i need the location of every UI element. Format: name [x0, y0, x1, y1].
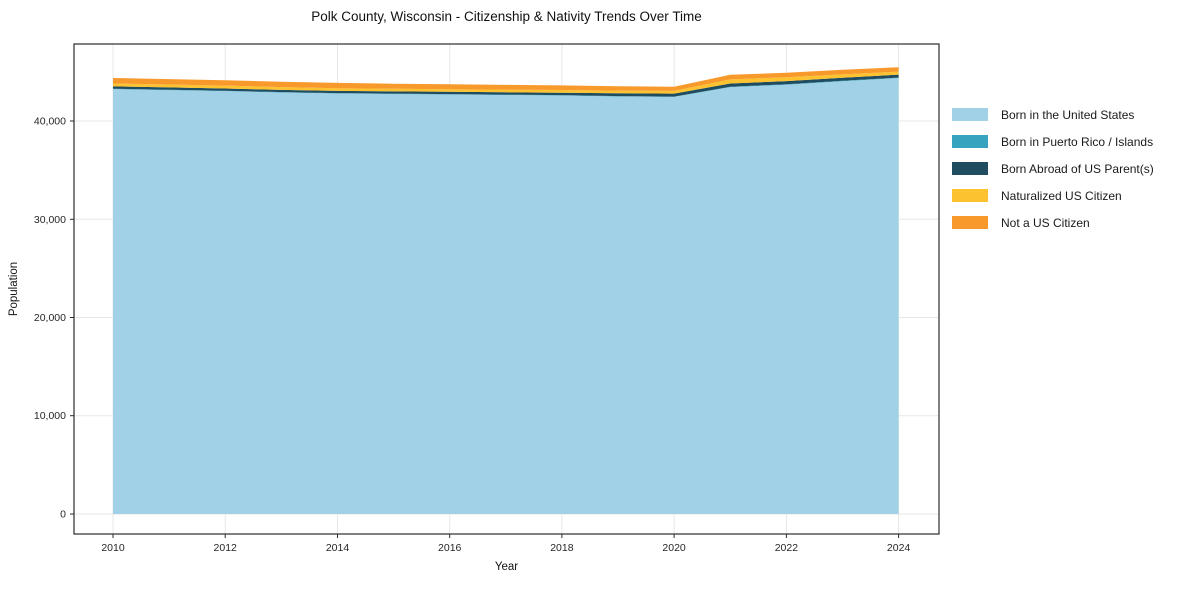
svg-text:40,000: 40,000: [34, 116, 66, 128]
area-series-2: [113, 74, 899, 97]
area-series-0: [113, 78, 899, 514]
legend-swatch-puerto-rico: [952, 135, 988, 148]
legend-item-naturalized: Naturalized US Citizen: [952, 182, 1187, 209]
legend-swatch-naturalized: [952, 189, 988, 202]
legend: Born in the United States Born in Puerto…: [952, 101, 1187, 236]
legend-label: Not a US Citizen: [1001, 215, 1090, 230]
plot-frame: [73, 43, 940, 535]
stacked-areas: [113, 67, 899, 514]
svg-text:10,000: 10,000: [34, 410, 66, 422]
svg-text:2024: 2024: [887, 542, 911, 554]
y-axis-ticks: 0 10,000 20,000 30,000 40,000: [34, 116, 74, 521]
area-series-4: [113, 67, 899, 91]
svg-text:20,000: 20,000: [34, 312, 66, 324]
svg-text:2012: 2012: [214, 542, 238, 554]
svg-text:2016: 2016: [438, 542, 462, 554]
chart-title: Polk County, Wisconsin - Citizenship & N…: [311, 9, 702, 24]
legend-item-puerto-rico: Born in Puerto Rico / Islands: [952, 128, 1187, 155]
legend-swatch-born-abroad: [952, 162, 988, 175]
svg-text:2022: 2022: [775, 542, 799, 554]
svg-text:2020: 2020: [662, 542, 686, 554]
svg-text:2018: 2018: [550, 542, 574, 554]
legend-swatch-not-citizen: [952, 216, 988, 229]
legend-label: Born in the United States: [1001, 107, 1135, 122]
area-series-3: [113, 71, 899, 94]
svg-text:30,000: 30,000: [34, 214, 66, 226]
svg-text:2010: 2010: [101, 542, 125, 554]
legend-label: Born in Puerto Rico / Islands: [1001, 134, 1154, 149]
x-axis-ticks: 2010 2012 2014 2016 2018 2020 2022 2024: [101, 534, 910, 554]
x-axis-label: Year: [494, 561, 519, 573]
legend-item-born-abroad: Born Abroad of US Parent(s): [952, 155, 1187, 182]
legend-item-not-citizen: Not a US Citizen: [952, 209, 1187, 236]
legend-label: Born Abroad of US Parent(s): [1001, 161, 1154, 176]
svg-text:2014: 2014: [326, 542, 350, 554]
legend-item-born-us: Born in the United States: [952, 101, 1187, 128]
svg-text:0: 0: [60, 509, 66, 521]
legend-swatch-born-us: [952, 108, 988, 121]
legend-label: Naturalized US Citizen: [1001, 188, 1122, 203]
